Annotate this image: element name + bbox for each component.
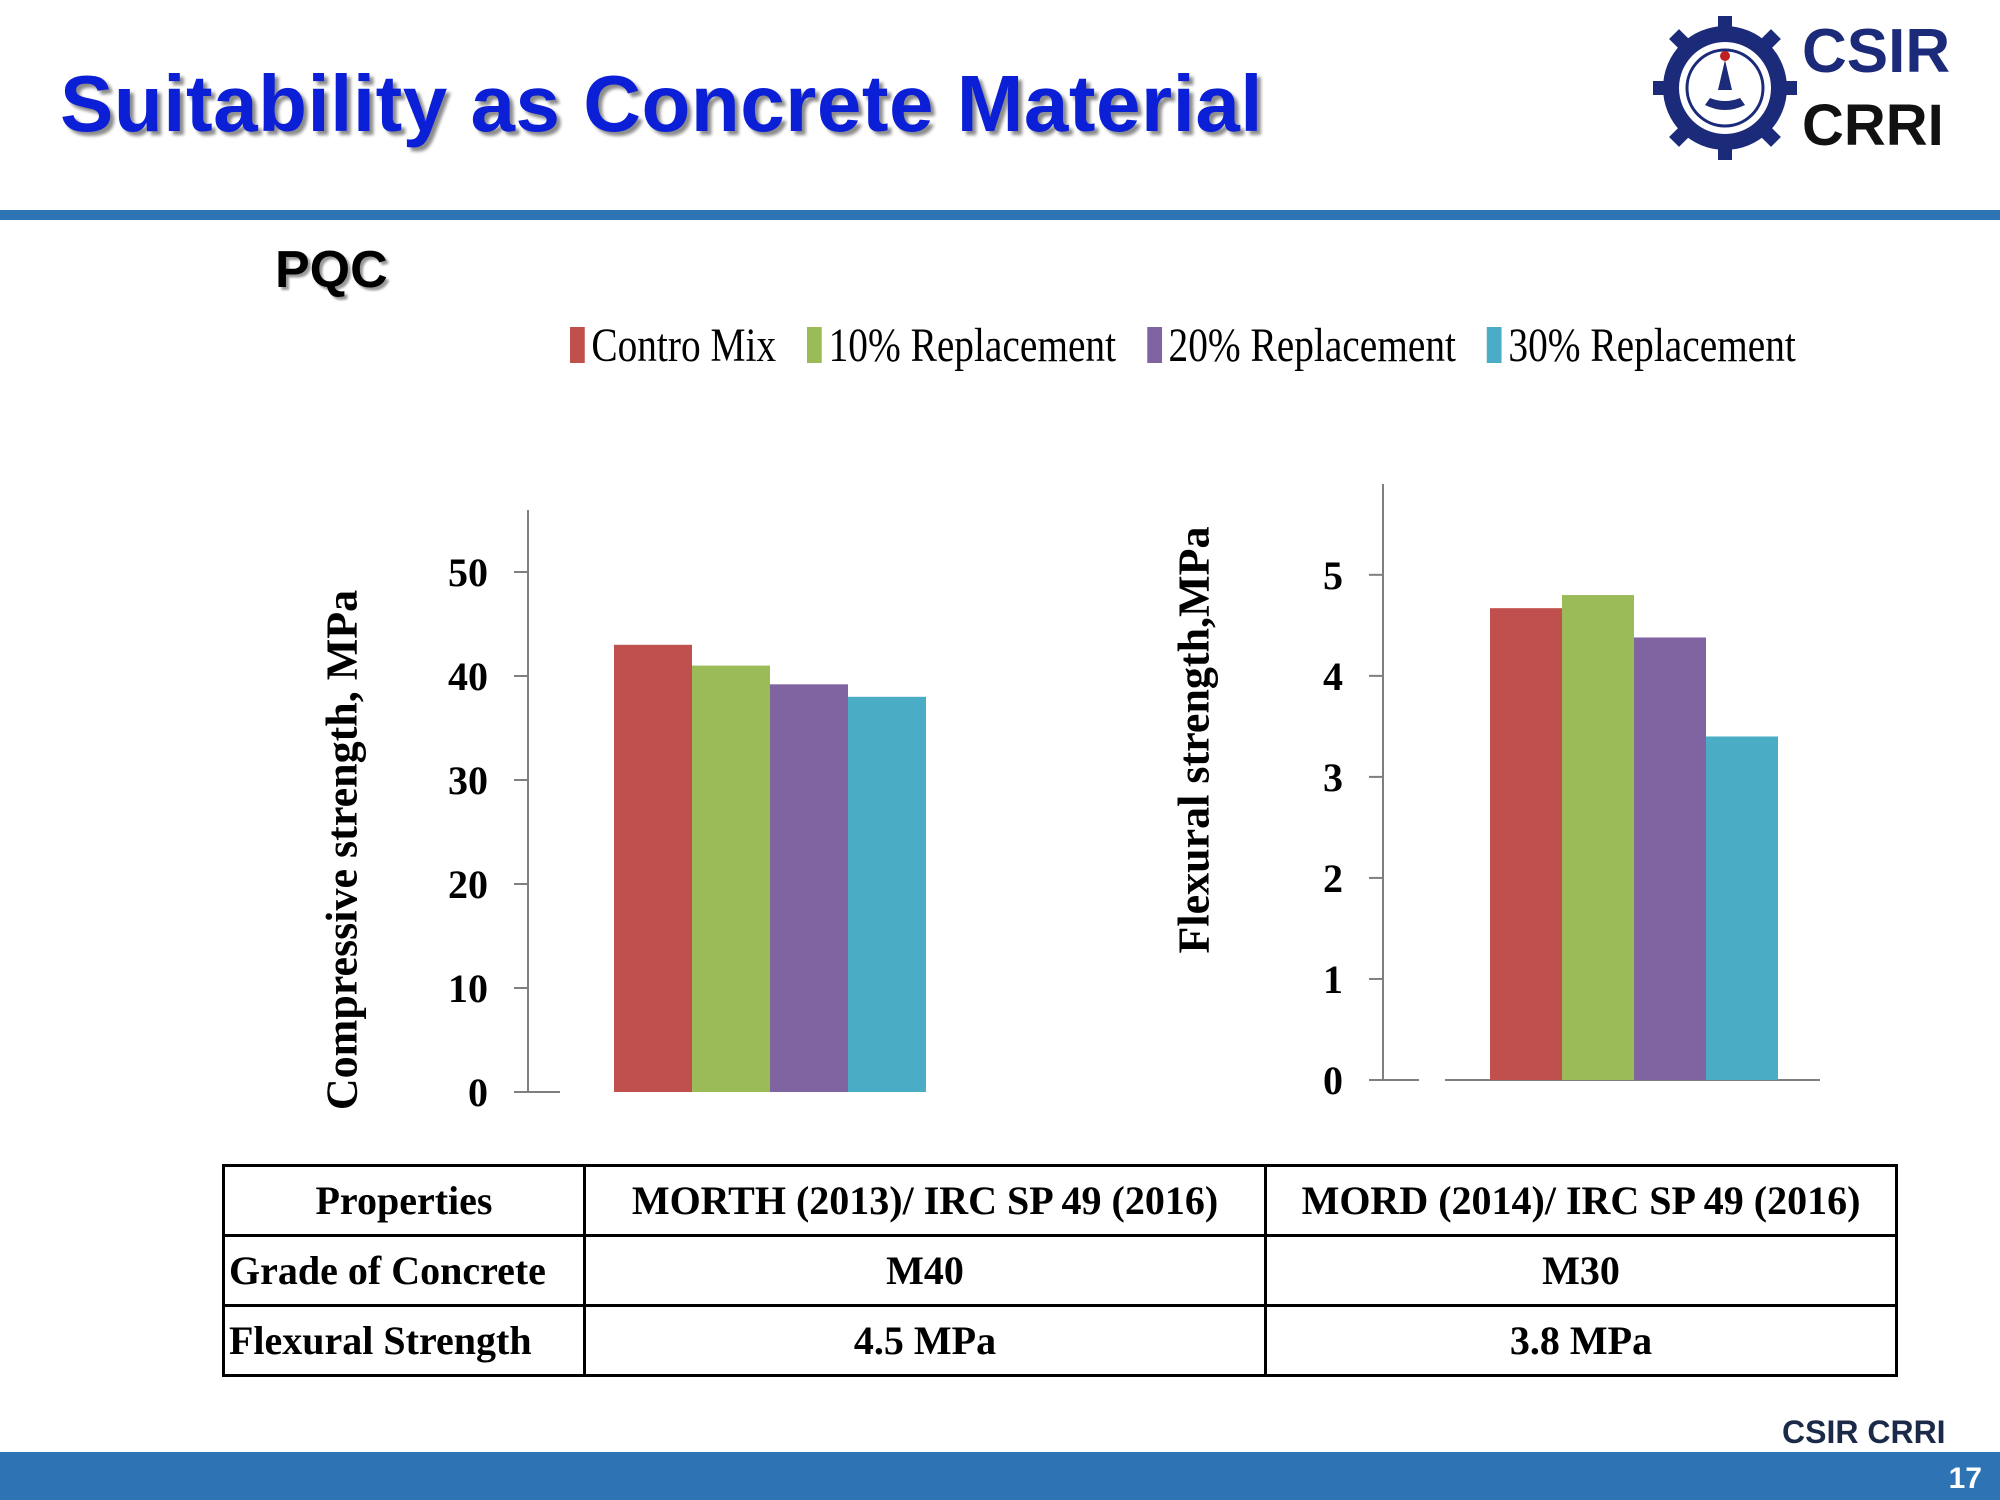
table-header-cell: MORD (2014)/ IRC SP 49 (2016) [1264, 1164, 1898, 1237]
flexural-chart-svg: 0 1 2 3 4 5 [1323, 484, 1820, 1103]
table-cell: M30 [1264, 1234, 1898, 1307]
csir-crri-logo: CSIR CRRI [1653, 16, 1950, 160]
compressive-y-axis-title: Compressive strength, MPa [317, 589, 367, 1111]
flexural-y-axis-title: Flexural strength,MPa [1169, 526, 1219, 954]
table-header-row: Properties MORTH (2013)/ IRC SP 49 (2016… [222, 1164, 1898, 1237]
footer-bar [0, 1452, 2000, 1500]
legend-label: Contro Mix [591, 318, 777, 372]
specification-table: Properties MORTH (2013)/ IRC SP 49 (2016… [222, 1164, 1898, 1377]
legend-item-10: 10% Replacement [807, 318, 1116, 373]
y-tick-label: 2 [1323, 856, 1343, 901]
legend-label: 20% Replacement [1168, 318, 1456, 372]
footer-logo: CSIR CRRI [1782, 1414, 1946, 1450]
y-tick-label: 0 [1323, 1058, 1343, 1100]
y-tick-label: 4 [1323, 654, 1343, 699]
bar-20-percent-replacement [770, 684, 848, 1092]
table-row: Flexural Strength 4.5 MPa 3.8 MPa [222, 1304, 1898, 1377]
y-tick-label: 3 [1323, 755, 1343, 800]
legend-swatch-30 [1487, 327, 1502, 363]
bar-30-percent-replacement [1706, 736, 1778, 1080]
header-rule [0, 210, 2000, 220]
bar-control-mix [614, 644, 692, 1092]
bar-30-percent-replacement [848, 696, 926, 1092]
legend-item-30: 30% Replacement [1487, 318, 1796, 373]
table-cell: Flexural Strength [222, 1304, 586, 1377]
logo-subtext: CRRI [1802, 93, 1944, 158]
legend-item-control: Contro Mix [570, 318, 776, 373]
legend-item-20: 20% Replacement [1147, 318, 1456, 373]
bar-10-percent-replacement [1562, 595, 1634, 1080]
bar-control-mix [1490, 608, 1562, 1080]
y-tick-label: 20 [448, 862, 488, 907]
compressive-chart-svg: 0 10 20 30 40 50 [448, 510, 926, 1115]
csir-gear-emblem-icon [1653, 16, 1797, 160]
table-cell: 4.5 MPa [583, 1304, 1267, 1377]
legend-swatch-10 [807, 327, 823, 363]
table-cell: M40 [583, 1234, 1267, 1307]
legend-label: 10% Replacement [828, 318, 1117, 372]
legend-swatch-control [570, 327, 585, 363]
compressive-strength-chart: 0 10 20 30 40 50 Compressive strength, MPa [270, 500, 950, 1150]
y-tick-label: 10 [448, 966, 488, 1011]
slide-title: Suitability as Concrete Material [60, 59, 1264, 148]
table-header-cell: Properties [222, 1164, 586, 1237]
y-tick-label: 5 [1323, 553, 1343, 598]
table-cell: 3.8 MPa [1264, 1304, 1898, 1377]
y-tick-label: 40 [448, 654, 488, 699]
table-cell: Grade of Concrete [222, 1234, 586, 1307]
table-row: Grade of Concrete M40 M30 [222, 1234, 1898, 1307]
legend-swatch-20 [1147, 327, 1162, 363]
chart-legend: Contro Mix 10% Replacement 20% Replaceme… [570, 310, 1827, 380]
y-tick-label: 30 [448, 758, 488, 803]
bar-10-percent-replacement [692, 665, 770, 1092]
y-tick-label: 50 [448, 550, 488, 595]
y-tick-label: 0 [468, 1070, 488, 1115]
page-number: 17 [1948, 1462, 1982, 1495]
table-header-cell: MORTH (2013)/ IRC SP 49 (2016) [583, 1164, 1267, 1237]
logo-text: CSIR [1802, 17, 1950, 86]
legend-label: 30% Replacement [1508, 318, 1796, 372]
y-tick-label: 1 [1323, 957, 1343, 1002]
section-label: PQC [275, 241, 388, 299]
flexural-strength-chart: 0 1 2 3 4 5 Flexural strength,MPa [1150, 480, 1850, 1103]
bar-20-percent-replacement [1634, 637, 1706, 1080]
